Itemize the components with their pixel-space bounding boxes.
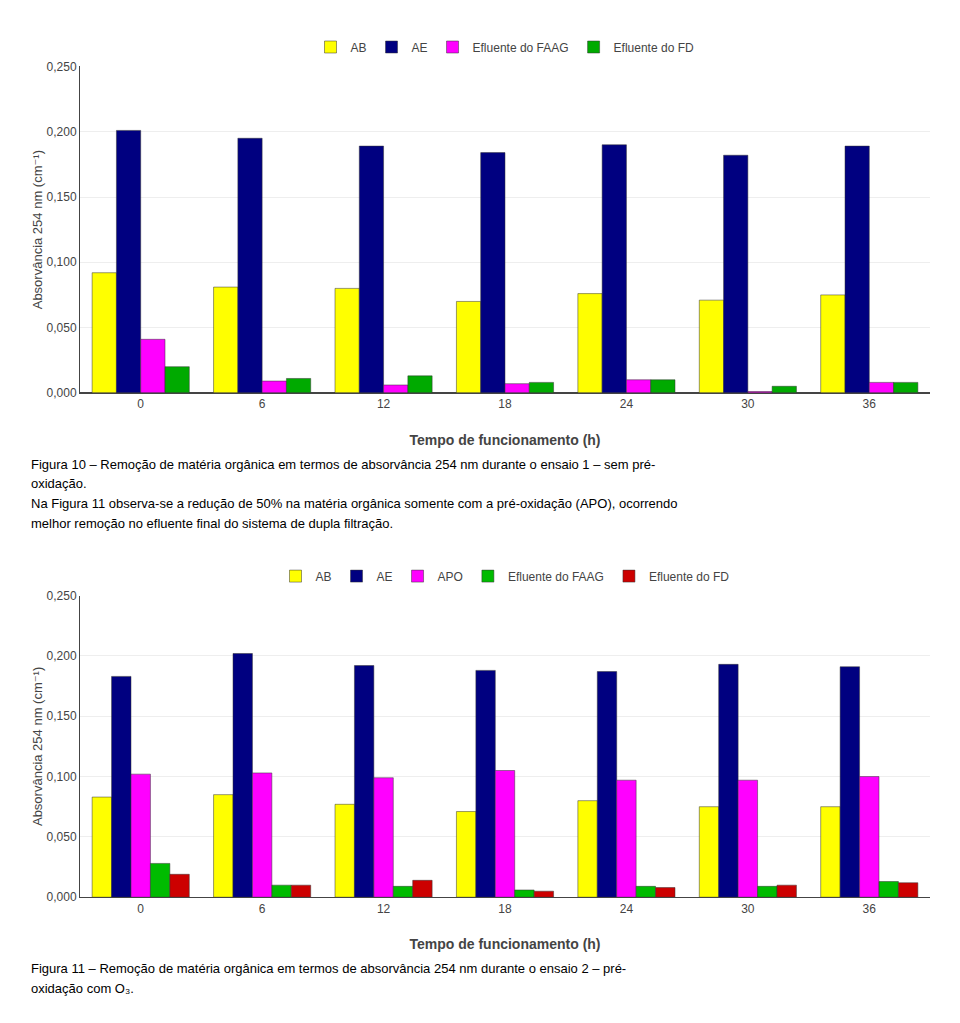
svg-text:0,250: 0,250 — [47, 589, 77, 603]
svg-text:0,150: 0,150 — [47, 190, 77, 204]
svg-text:18: 18 — [498, 397, 512, 411]
svg-text:0: 0 — [137, 397, 144, 411]
svg-text:30: 30 — [741, 397, 755, 411]
svg-text:6: 6 — [259, 902, 266, 916]
svg-text:Tempo de funcionamento (h): Tempo de funcionamento (h) — [409, 936, 600, 952]
svg-text:Figura 10 – Remoção de matéria: Figura 10 – Remoção de matéria orgânica … — [31, 457, 655, 472]
svg-text:APO: APO — [438, 570, 463, 584]
svg-text:0,000: 0,000 — [47, 890, 77, 904]
svg-text:36: 36 — [863, 902, 877, 916]
svg-text:18: 18 — [498, 902, 512, 916]
svg-text:Figura 11 – Remoção de matéria: Figura 11 – Remoção de matéria orgânica … — [31, 961, 626, 976]
svg-text:Efluente do FAAG: Efluente do FAAG — [508, 570, 604, 584]
svg-text:Efluente do FAAG: Efluente do FAAG — [473, 41, 569, 55]
svg-text:0,200: 0,200 — [47, 649, 77, 663]
svg-text:30: 30 — [741, 902, 755, 916]
svg-text:0,150: 0,150 — [47, 709, 77, 723]
svg-text:0,200: 0,200 — [47, 125, 77, 139]
svg-text:AB: AB — [351, 41, 367, 55]
svg-text:6: 6 — [259, 397, 266, 411]
svg-text:0,250: 0,250 — [47, 60, 77, 74]
svg-text:AE: AE — [377, 570, 393, 584]
svg-text:0,050: 0,050 — [47, 321, 77, 335]
svg-text:Efluente do FD: Efluente do FD — [649, 570, 729, 584]
svg-text:melhor remoção no efluente fin: melhor remoção no efluente final do sist… — [31, 516, 393, 531]
svg-text:0: 0 — [137, 902, 144, 916]
svg-text:12: 12 — [377, 397, 391, 411]
svg-text:36: 36 — [863, 397, 877, 411]
svg-text:0,050: 0,050 — [47, 830, 77, 844]
svg-text:12: 12 — [377, 902, 391, 916]
svg-text:AB: AB — [316, 570, 332, 584]
svg-text:Absorvância 254 nm (cm⁻¹): Absorvância 254 nm (cm⁻¹) — [30, 150, 45, 309]
svg-text:Tempo de funcionamento (h): Tempo de funcionamento (h) — [409, 432, 600, 448]
svg-text:AE: AE — [412, 41, 428, 55]
svg-text:0,100: 0,100 — [47, 770, 77, 784]
svg-text:oxidação.: oxidação. — [31, 476, 87, 491]
svg-text:0,000: 0,000 — [47, 386, 77, 400]
svg-text:oxidação com O₃.: oxidação com O₃. — [31, 981, 134, 996]
svg-text:24: 24 — [620, 902, 634, 916]
svg-text:Absorvância 254 nm (cm⁻¹): Absorvância 254 nm (cm⁻¹) — [30, 667, 45, 826]
svg-text:Efluente do FD: Efluente do FD — [614, 41, 694, 55]
svg-text:24: 24 — [620, 397, 634, 411]
svg-text:Na Figura 11 observa-se a redu: Na Figura 11 observa-se a redução de 50%… — [31, 496, 678, 511]
svg-text:0,100: 0,100 — [47, 255, 77, 269]
